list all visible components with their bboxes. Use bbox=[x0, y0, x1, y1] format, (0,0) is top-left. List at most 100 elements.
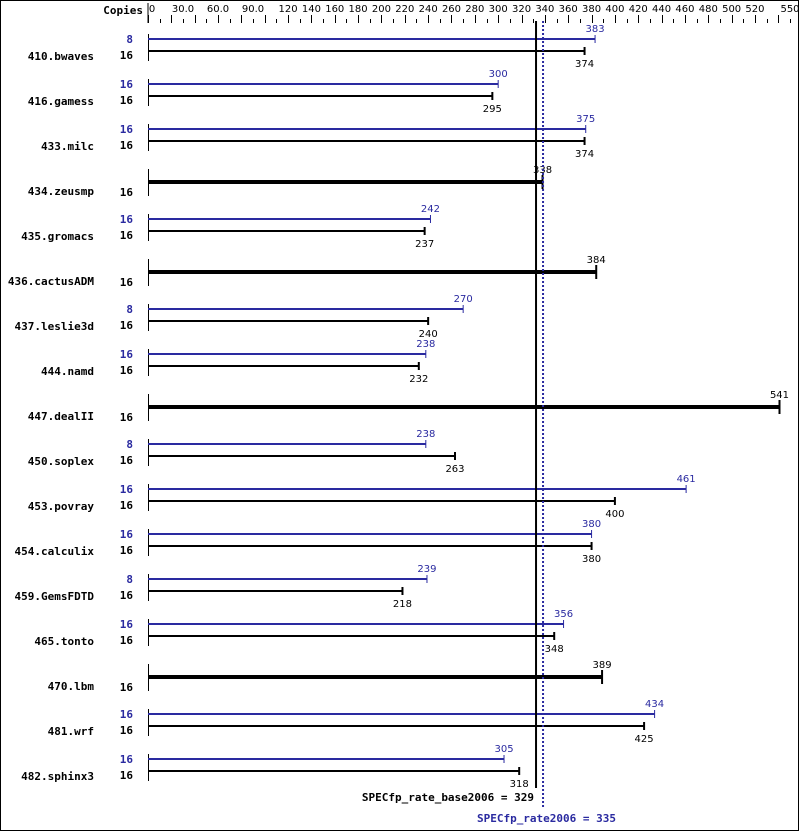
peak-bar bbox=[148, 128, 586, 130]
peak-copies: 8 bbox=[126, 303, 133, 316]
base-bar bbox=[148, 365, 419, 367]
benchmark-label: 481.wrf bbox=[48, 725, 94, 738]
base-value-label: 541 bbox=[770, 390, 789, 401]
peak-copies: 16 bbox=[120, 753, 134, 766]
axis-tick-label: 200 bbox=[372, 4, 391, 15]
base-copies: 16 bbox=[120, 499, 134, 512]
peak-copies: 8 bbox=[126, 573, 133, 586]
base-bar bbox=[148, 230, 425, 232]
base-value-label: 384 bbox=[587, 255, 606, 266]
axis-tick-label: 460 bbox=[675, 4, 694, 15]
benchmark-label: 447.dealII bbox=[28, 410, 94, 423]
peak-copies: 16 bbox=[120, 78, 134, 91]
axis-tick-label: 30.0 bbox=[172, 4, 194, 15]
axis-tick-label: 380 bbox=[582, 4, 601, 15]
peak-value-label: 305 bbox=[494, 744, 513, 755]
benchmark-label: 416.gamess bbox=[28, 95, 94, 108]
peak-bar bbox=[148, 623, 564, 625]
peak-bar bbox=[148, 443, 426, 445]
peak-value-label: 383 bbox=[586, 24, 605, 35]
axis-tick-label: 0 bbox=[149, 4, 155, 15]
base-value-label: 218 bbox=[393, 599, 412, 610]
peak-bar bbox=[148, 713, 655, 715]
base-bar bbox=[148, 590, 403, 592]
peak-copies: 16 bbox=[120, 618, 134, 631]
copies-header: Copies bbox=[103, 4, 143, 17]
base-copies: 16 bbox=[120, 634, 134, 647]
base-value-label: 348 bbox=[545, 644, 564, 655]
base-value-label: 400 bbox=[605, 509, 624, 520]
axis-tick-label: 340 bbox=[535, 4, 554, 15]
benchmark-label: 482.sphinx3 bbox=[21, 770, 94, 783]
axis-tick-label: 90.0 bbox=[242, 4, 264, 15]
base-copies: 16 bbox=[120, 94, 134, 107]
base-value-label: 237 bbox=[415, 239, 434, 250]
peak-copies: 16 bbox=[120, 348, 134, 361]
axis-tick-label: 120 bbox=[279, 4, 298, 15]
peak-copies: 16 bbox=[120, 213, 134, 226]
base-bar bbox=[148, 500, 615, 502]
axis-tick-label: 400 bbox=[605, 4, 624, 15]
benchmark-label: 410.bwaves bbox=[28, 50, 94, 63]
base-value-label: 380 bbox=[582, 554, 601, 565]
benchmark-label: 437.leslie3d bbox=[15, 320, 94, 333]
benchmark-label: 434.zeusmp bbox=[28, 185, 95, 198]
base-copies: 16 bbox=[120, 589, 134, 602]
peak-value-label: 356 bbox=[554, 609, 573, 620]
peak-value-label: 270 bbox=[454, 294, 473, 305]
base-value-label: 232 bbox=[409, 374, 428, 385]
axis-tick-label: 140 bbox=[302, 4, 321, 15]
base-value-label: 240 bbox=[419, 329, 438, 340]
axis-tick-label: 180 bbox=[349, 4, 368, 15]
peak-copies: 8 bbox=[126, 33, 133, 46]
base-copies: 16 bbox=[120, 681, 134, 694]
peak-value-label: 375 bbox=[576, 114, 595, 125]
base-bar bbox=[148, 320, 429, 322]
base-bar bbox=[148, 545, 592, 547]
base-copies: 16 bbox=[120, 769, 134, 782]
benchmark-label: 453.povray bbox=[28, 500, 95, 513]
peak-copies: 16 bbox=[120, 528, 134, 541]
base-value-label: 389 bbox=[593, 660, 612, 671]
base-copies: 16 bbox=[120, 544, 134, 557]
axis-tick-label: 420 bbox=[629, 4, 648, 15]
base-copies: 16 bbox=[120, 49, 134, 62]
axis-tick-label: 320 bbox=[512, 4, 531, 15]
base-value-label: 263 bbox=[445, 464, 464, 475]
peak-copies: 16 bbox=[120, 123, 134, 136]
benchmark-label: 450.soplex bbox=[28, 455, 95, 468]
peak-value-label: 300 bbox=[489, 69, 508, 80]
base-value-label: 318 bbox=[510, 779, 529, 790]
base-bar bbox=[148, 180, 543, 184]
base-bar bbox=[148, 725, 645, 727]
base-copies: 16 bbox=[120, 454, 134, 467]
benchmark-label: 470.lbm bbox=[48, 680, 95, 693]
base-value-label: 374 bbox=[575, 149, 594, 160]
base-copies: 16 bbox=[120, 364, 134, 377]
base-summary-label: SPECfp_rate_base2006 = 329 bbox=[362, 791, 534, 804]
peak-bar bbox=[148, 38, 596, 40]
base-bar bbox=[148, 50, 585, 52]
base-bar bbox=[148, 675, 603, 679]
base-bar bbox=[148, 95, 493, 97]
peak-copies: 16 bbox=[120, 483, 134, 496]
peak-value-label: 380 bbox=[582, 519, 601, 530]
peak-value-label: 238 bbox=[416, 429, 435, 440]
base-value-label: 374 bbox=[575, 59, 594, 70]
axis-tick-label: 280 bbox=[465, 4, 484, 15]
axis-tick-label: 360 bbox=[559, 4, 578, 15]
base-value-label: 425 bbox=[635, 734, 654, 745]
base-copies: 16 bbox=[120, 411, 134, 424]
peak-value-label: 242 bbox=[421, 204, 440, 215]
base-copies: 16 bbox=[120, 319, 134, 332]
benchmark-label: 444.namd bbox=[41, 365, 94, 378]
axis-tick-label: 440 bbox=[652, 4, 671, 15]
base-bar bbox=[148, 405, 780, 409]
base-copies: 16 bbox=[120, 229, 134, 242]
axis-tick-label: 500 bbox=[722, 4, 741, 15]
peak-copies: 8 bbox=[126, 438, 133, 451]
peak-copies: 16 bbox=[120, 708, 134, 721]
axis-tick-label: 240 bbox=[419, 4, 438, 15]
